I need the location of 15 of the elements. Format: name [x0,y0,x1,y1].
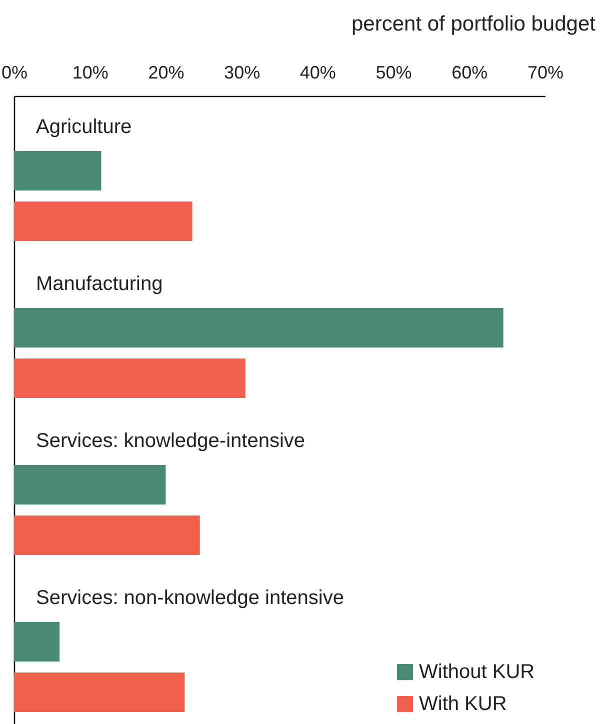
x-axis-title: percent of portfolio budget [351,12,596,36]
x-tick-label: 40% [300,62,336,82]
x-tick-label: 70% [527,62,564,82]
x-tick-label: 60% [452,62,488,82]
y-tick-label: Services: non-knowledge intensive [36,587,344,609]
legend-label: With KUR [419,693,507,715]
x-tick-label: 0% [1,62,28,82]
x-tick-label: 50% [376,62,412,82]
y-tick-label: Services: knowledge-intensive [36,430,306,452]
legend-label: Without KUR [419,661,535,683]
y-tick-label: Manufacturing [36,273,163,295]
x-tick-label: 20% [148,62,184,82]
x-tick-label: 10% [72,62,108,82]
y-tick-label: Agriculture [36,116,132,138]
x-tick-label: 30% [224,62,260,82]
